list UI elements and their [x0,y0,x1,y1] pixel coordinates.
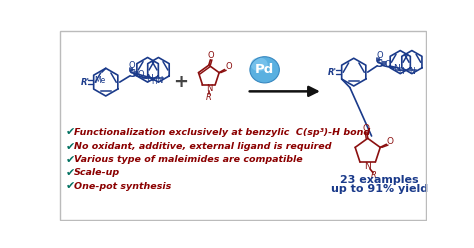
Text: One-pot synthesis: One-pot synthesis [74,182,171,190]
Text: O: O [363,124,370,133]
Text: Functionalization exclusively at benzylic  C(sp³)-H bond: Functionalization exclusively at benzyli… [74,128,370,137]
Text: N: N [365,162,371,171]
Text: ✔: ✔ [65,181,75,191]
Text: Me: Me [94,76,105,85]
Text: Various type of maleimides are compatible: Various type of maleimides are compatibl… [74,155,303,164]
Text: N: N [409,67,415,76]
Text: ✔: ✔ [65,142,75,152]
Text: ✔: ✔ [65,127,75,137]
Text: R: R [206,93,212,101]
Text: O: O [208,51,214,61]
Text: N: N [393,64,400,73]
Text: N: N [156,76,163,85]
Text: O: O [225,62,232,71]
Text: R': R' [328,68,337,77]
Text: Pd: Pd [255,63,274,76]
Text: R: R [371,171,377,180]
Text: H: H [151,77,157,86]
Text: ✔: ✔ [65,155,75,165]
Text: N: N [206,84,212,93]
Text: S: S [128,69,136,79]
Text: O: O [129,62,136,70]
Text: O: O [376,51,383,61]
Ellipse shape [251,58,268,71]
Text: O: O [387,137,394,146]
Text: H: H [398,67,404,76]
Ellipse shape [250,57,279,83]
Text: +: + [173,73,189,91]
Text: N: N [146,74,153,83]
Text: O: O [137,70,144,79]
Text: S: S [375,60,383,69]
Text: O: O [384,60,391,69]
Text: 23 examples: 23 examples [340,175,419,185]
Text: No oxidant, additive, external ligand is required: No oxidant, additive, external ligand is… [74,142,331,151]
Text: Scale-up: Scale-up [74,168,120,178]
Text: R': R' [81,78,90,87]
Text: up to 91% yield: up to 91% yield [331,184,428,194]
Text: ✔: ✔ [65,168,75,178]
